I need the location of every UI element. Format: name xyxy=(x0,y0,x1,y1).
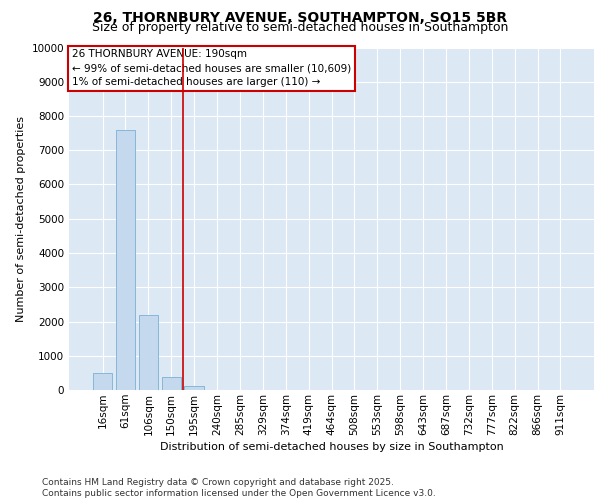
Y-axis label: Number of semi-detached properties: Number of semi-detached properties xyxy=(16,116,26,322)
Bar xyxy=(116,130,135,390)
Bar xyxy=(161,377,181,390)
Bar xyxy=(93,373,112,390)
Bar xyxy=(139,314,158,390)
X-axis label: Distribution of semi-detached houses by size in Southampton: Distribution of semi-detached houses by … xyxy=(160,442,503,452)
Text: Size of property relative to semi-detached houses in Southampton: Size of property relative to semi-detach… xyxy=(92,22,508,35)
Text: 26, THORNBURY AVENUE, SOUTHAMPTON, SO15 5BR: 26, THORNBURY AVENUE, SOUTHAMPTON, SO15 … xyxy=(93,11,507,25)
Text: Contains HM Land Registry data © Crown copyright and database right 2025.
Contai: Contains HM Land Registry data © Crown c… xyxy=(42,478,436,498)
Text: 26 THORNBURY AVENUE: 190sqm
← 99% of semi-detached houses are smaller (10,609)
1: 26 THORNBURY AVENUE: 190sqm ← 99% of sem… xyxy=(71,49,351,87)
Bar xyxy=(184,386,204,390)
